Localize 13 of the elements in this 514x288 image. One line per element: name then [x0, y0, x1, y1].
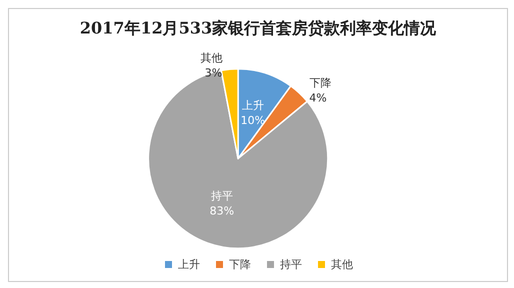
legend-label: 上升 [178, 258, 200, 271]
slice-label: 持平 [210, 190, 233, 203]
data-label: 4% [309, 91, 327, 104]
slice-label: 下降 [309, 76, 332, 90]
data-label: 3% [204, 66, 222, 80]
legend-label: 持平 [280, 258, 302, 271]
legend-label: 下降 [229, 258, 251, 271]
chart-title: 2017年12月533家银行首套房贷款利率变化情况 [80, 18, 438, 38]
data-label: 83% [210, 204, 234, 218]
data-label: 10% [240, 114, 266, 128]
slice-label: 其他 [200, 51, 222, 64]
legend-label: 其他 [331, 258, 353, 271]
slice-label: 上升 [242, 99, 264, 112]
